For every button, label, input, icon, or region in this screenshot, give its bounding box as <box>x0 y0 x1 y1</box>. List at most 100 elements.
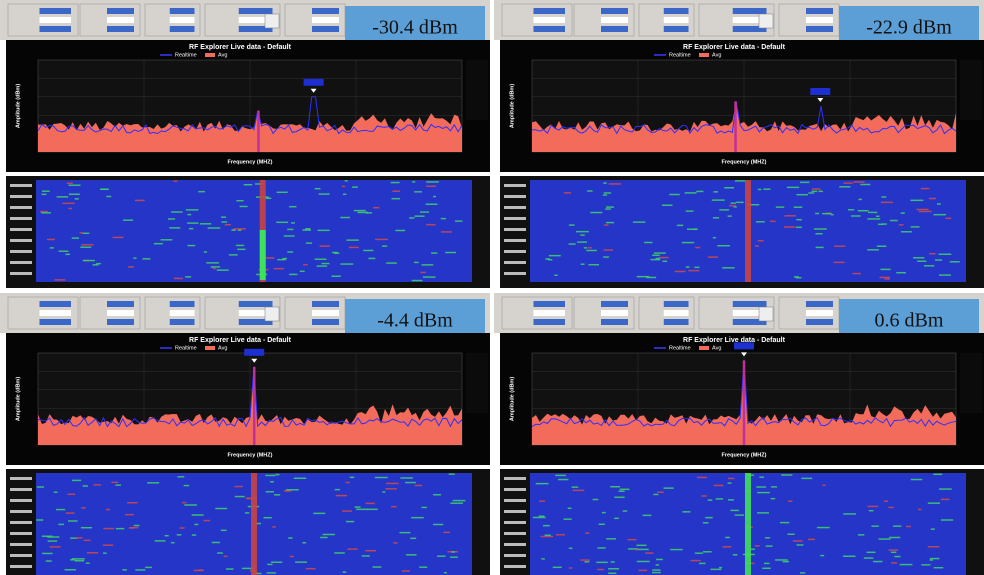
waterfall-speck <box>179 527 184 529</box>
waterfall-speck <box>211 266 221 268</box>
waterfall-speck <box>728 478 734 480</box>
toolbar-field <box>664 301 689 307</box>
waterfall-speck <box>708 256 718 258</box>
waterfall-speck <box>627 539 636 541</box>
waterfall-speck <box>708 499 713 501</box>
app-window: 0.6 dBmRF Explorer Live data - DefaultRe… <box>494 293 984 575</box>
waterfall-speck <box>939 488 952 490</box>
legend-swatch <box>205 346 215 350</box>
waterfall-speck <box>266 491 274 493</box>
waterfall-speck <box>36 519 43 521</box>
toolbar-field <box>534 319 566 325</box>
waterfall-speck <box>614 518 619 520</box>
waterfall-speck <box>637 561 650 563</box>
waterfall-speck <box>796 219 802 221</box>
waterfall-speck <box>931 528 935 530</box>
waterfall-speck <box>41 212 51 214</box>
waterfall-speck <box>636 545 646 547</box>
waterfall-speck <box>757 512 769 514</box>
settings-button[interactable] <box>759 14 773 28</box>
waterfall-speck <box>713 191 718 193</box>
info-panel <box>960 60 982 120</box>
waterfall-speck <box>165 535 169 537</box>
waterfall-speck <box>606 206 614 208</box>
waterfall-speck <box>313 513 325 515</box>
toolbar-field <box>40 26 72 32</box>
waterfall-speck <box>96 263 101 265</box>
waterfall-speck <box>569 243 576 245</box>
waterfall-speck <box>694 267 699 269</box>
waterfall-speck <box>620 489 630 491</box>
toolbar-field <box>601 301 628 307</box>
waterfall-speck <box>889 537 900 539</box>
waterfall-speck <box>42 190 50 192</box>
waterfall-speck <box>935 259 942 261</box>
waterfall-speck <box>815 233 822 235</box>
waterfall-speck <box>240 206 248 208</box>
waterfall-speck <box>669 194 679 196</box>
waterfall-speck <box>147 482 159 484</box>
waterfall-speck <box>548 259 552 261</box>
waterfall-speck <box>122 569 126 571</box>
waterfall-speck <box>950 261 960 263</box>
waterfall-speck <box>198 191 205 193</box>
waterfall-speck <box>263 517 271 519</box>
waterfall-speck <box>848 209 854 211</box>
waterfall-speck <box>302 542 306 544</box>
waterfall-speck <box>267 564 272 566</box>
toolbar-field <box>601 26 628 32</box>
waterfall-speck <box>871 525 878 527</box>
waterfall-speck <box>185 276 191 278</box>
waterfall-speck <box>266 198 272 200</box>
waterfall-speck <box>368 258 375 260</box>
waterfall-speck <box>820 555 824 557</box>
waterfall-speck <box>84 540 91 542</box>
power-label: -30.4 dBm <box>372 17 458 39</box>
waterfall-speck <box>276 474 280 476</box>
waterfall-speck <box>695 247 700 249</box>
screenshot-collage: -30.4 dBmRF Explorer Live data - Default… <box>0 0 984 575</box>
x-axis-label: Frequency (MHZ) <box>722 159 767 165</box>
toolbar-field <box>312 26 339 32</box>
toolbar-field <box>534 8 566 14</box>
settings-button[interactable] <box>759 307 773 321</box>
waterfall-speck <box>586 250 597 252</box>
waterfall-speck <box>652 572 661 574</box>
waterfall-speck <box>392 190 400 192</box>
waterfall-speck <box>758 240 764 242</box>
waterfall-speck <box>234 486 242 488</box>
waterfall-speck <box>363 250 373 252</box>
waterfall-speck <box>69 184 81 186</box>
waterfall-speck <box>839 186 850 188</box>
power-label: 0.6 dBm <box>875 310 944 332</box>
waterfall-speck <box>553 567 562 569</box>
waterfall-speck <box>919 211 932 213</box>
waterfall-speck <box>42 194 47 196</box>
waterfall-time-label <box>10 217 32 220</box>
waterfall-speck <box>335 489 340 491</box>
waterfall-speck <box>939 253 952 255</box>
waterfall-speck <box>757 492 770 494</box>
waterfall-time-label <box>10 228 32 231</box>
waterfall-time-label <box>504 499 526 502</box>
waterfall-speck <box>168 218 175 220</box>
waterfall-speck <box>349 247 359 249</box>
waterfall-speck <box>889 549 898 551</box>
waterfall-speck <box>644 242 652 244</box>
waterfall-speck <box>58 524 64 526</box>
waterfall-speck <box>573 490 585 492</box>
waterfall-speck <box>596 562 607 564</box>
settings-button[interactable] <box>265 307 279 321</box>
waterfall-speck <box>451 551 455 553</box>
waterfall-time-label <box>10 554 32 557</box>
waterfall-time-label <box>504 206 526 209</box>
waterfall-speck <box>816 247 824 249</box>
waterfall-speck <box>286 489 299 491</box>
info-panel <box>466 60 488 120</box>
settings-button[interactable] <box>265 14 279 28</box>
waterfall-speck <box>67 182 73 184</box>
waterfall-speck <box>229 254 238 256</box>
waterfall-speck <box>206 262 219 264</box>
waterfall-speck <box>858 199 861 201</box>
waterfall-speck <box>375 477 388 479</box>
